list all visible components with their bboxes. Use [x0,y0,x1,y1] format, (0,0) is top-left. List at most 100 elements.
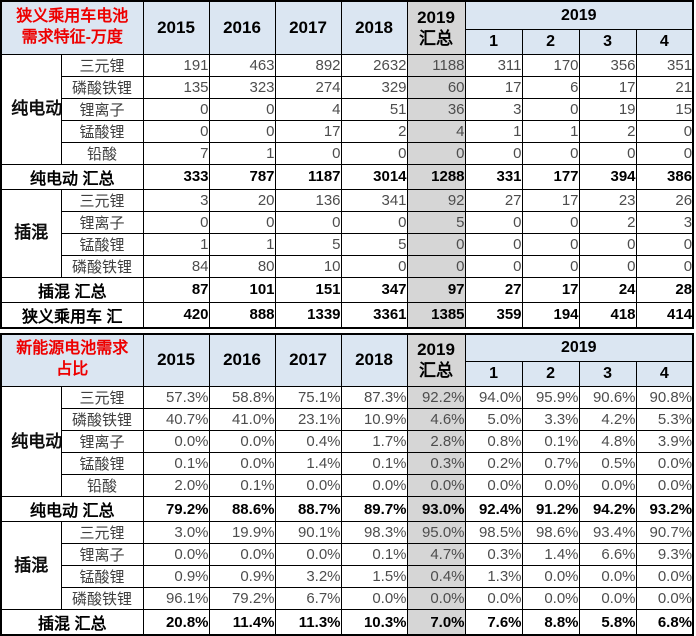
value-cell: 10.9% [341,409,407,431]
grand-total-value-cell: 418 [579,302,636,328]
value-cell: 4.7% [407,544,465,566]
table-title-line: 需求特征-万度 [22,29,123,46]
value-cell: 1.7% [341,431,407,453]
value-cell: 0.8% [465,431,522,453]
total-value-cell: 331 [465,164,522,189]
value-cell: 0.0% [341,475,407,497]
value-cell: 93.4% [579,522,636,544]
table-title-line: 新能源电池需求 [16,340,128,357]
total-value-cell: 27 [465,277,522,302]
value-cell: 0.0% [636,566,693,588]
value-cell: 341 [341,189,407,211]
col-header-year-2018: 2018 [341,1,407,54]
value-cell: 57.3% [143,387,209,409]
value-cell: 40.7% [143,409,209,431]
value-cell: 75.1% [275,387,341,409]
group-label-text: 插混 [11,222,51,243]
value-cell: 0.0% [209,544,275,566]
col-header-quarter-1: 1 [465,29,522,54]
value-cell: 0.0% [465,475,522,497]
value-cell: 4.8% [579,431,636,453]
value-cell: 7 [143,142,209,164]
total-value-cell: 24 [579,277,636,302]
total-value-cell: 333 [143,164,209,189]
value-cell: 10 [275,255,341,277]
section-total-label: 插混 汇总 [1,277,143,302]
value-cell: 0 [209,98,275,120]
value-cell: 3 [143,189,209,211]
value-cell: 351 [636,54,693,76]
value-cell: 0.3% [465,544,522,566]
value-cell: 0.7% [522,453,579,475]
value-cell: 23.1% [275,409,341,431]
value-cell: 9.3% [636,544,693,566]
material-label: 三元锂 [61,189,143,211]
col-header-year-2016: 2016 [209,334,275,387]
material-label: 磷酸铁锂 [61,76,143,98]
value-cell: 0.1% [209,475,275,497]
value-cell: 87.3% [341,387,407,409]
value-cell: 20 [209,189,275,211]
value-cell: 0 [465,233,522,255]
col-header-quarter-4: 4 [636,362,693,387]
section-total-label: 纯电动 汇总 [1,497,143,522]
value-cell: 0 [636,255,693,277]
total-value-cell: 93.0% [407,497,465,522]
material-label: 三元锂 [61,387,143,409]
value-cell: 0.4% [407,566,465,588]
value-cell: 170 [522,54,579,76]
value-cell: 0.0% [209,453,275,475]
value-cell: 0 [143,98,209,120]
value-cell: 0.0% [579,475,636,497]
value-cell: 98.3% [341,522,407,544]
value-cell: 6.7% [275,588,341,610]
value-cell: 5 [275,233,341,255]
value-cell: 356 [579,54,636,76]
value-cell: 3.9% [636,431,693,453]
value-cell: 0 [341,142,407,164]
value-cell: 0 [465,211,522,233]
total-value-cell: 93.2% [636,497,693,522]
total-value-cell: 1288 [407,164,465,189]
total-value-cell: 89.7% [341,497,407,522]
value-cell: 2 [341,120,407,142]
value-cell: 1 [465,120,522,142]
grand-total-value-cell: 888 [209,302,275,328]
value-cell: 0.0% [522,566,579,588]
total-value-cell: 17 [522,277,579,302]
value-cell: 1 [209,142,275,164]
value-cell: 2 [579,120,636,142]
col-header-quarter-1: 1 [465,362,522,387]
section-total-label: 插混 汇总 [1,610,143,636]
value-cell: 1.5% [341,566,407,588]
value-cell: 84 [143,255,209,277]
material-label: 磷酸铁锂 [61,588,143,610]
value-cell: 0.0% [636,588,693,610]
value-cell: 80 [209,255,275,277]
total-value-cell: 177 [522,164,579,189]
value-cell: 0 [579,233,636,255]
grand-total-value-cell: 3361 [341,302,407,328]
value-cell: 0 [522,142,579,164]
section-total-label: 纯电动 汇总 [1,164,143,189]
value-cell: 0 [579,255,636,277]
total-value-cell: 386 [636,164,693,189]
group-label-text: 插混 [11,555,51,576]
col-header-year-2016: 2016 [209,1,275,54]
value-cell: 0 [143,211,209,233]
value-cell: 3.2% [275,566,341,588]
total-value-cell: 7.6% [465,610,522,636]
value-cell: 0.0% [407,475,465,497]
value-cell: 51 [341,98,407,120]
material-label: 锂离子 [61,98,143,120]
value-cell: 21 [636,76,693,98]
total-value-cell: 91.2% [522,497,579,522]
value-cell: 15 [636,98,693,120]
value-cell: 1.4% [522,544,579,566]
